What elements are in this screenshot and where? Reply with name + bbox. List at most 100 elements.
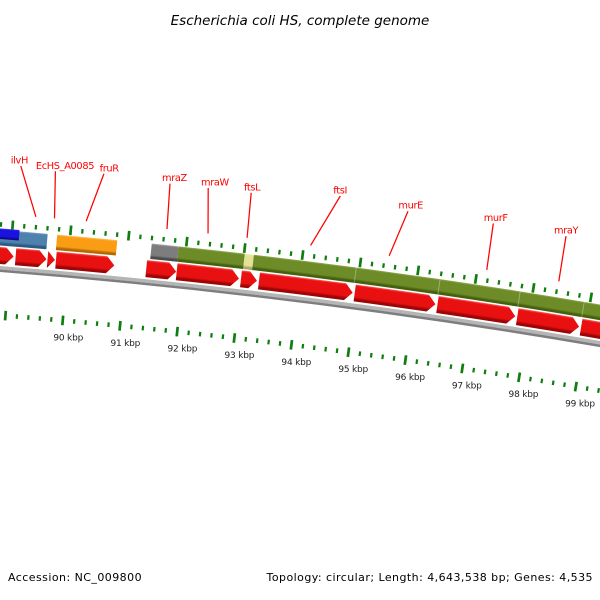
cds-arrow[interactable]: [515, 308, 580, 334]
cds-arrow[interactable]: [353, 284, 436, 312]
ruler-tick-minor: [267, 339, 270, 345]
cds-arrow[interactable]: [55, 251, 115, 274]
gene-label-line: [486, 223, 494, 271]
ruler-tick-major: [531, 282, 536, 293]
gene-label-EcHS_A0085[interactable]: EcHS_A0085: [36, 161, 95, 172]
cds-arrow[interactable]: [175, 263, 239, 287]
ruler-tick-minor: [520, 283, 524, 289]
ruler-tick-minor: [382, 263, 385, 269]
cog-block-murF[interactable]: [437, 279, 521, 307]
ruler-tick-minor: [197, 240, 200, 246]
cog-block-murE[interactable]: [354, 267, 441, 295]
gene-label-line: [166, 183, 171, 230]
gene-label-line: [388, 210, 409, 257]
ruler-tick-minor: [438, 362, 441, 368]
ruler-tick-major: [126, 230, 131, 241]
cds-arrow[interactable]: [257, 272, 353, 301]
ruler-tick-minor: [210, 332, 213, 338]
ruler-tick-minor: [597, 388, 600, 393]
cds-arrow[interactable]: [145, 260, 177, 280]
ruler-tick-minor: [278, 341, 282, 346]
ruler-kbp-label: 99 kbp: [565, 400, 595, 410]
ruler-tick-major: [517, 372, 522, 383]
cog-block-mraW[interactable]: [177, 246, 245, 270]
cog-gene-separator: [437, 279, 441, 295]
ruler-tick-major: [403, 355, 408, 365]
ruler-tick-minor: [563, 382, 566, 388]
ruler-tick-minor: [543, 287, 547, 293]
ruler-tick-major: [416, 265, 421, 276]
ruler-tick-minor: [472, 367, 476, 373]
ruler-tick-minor: [381, 354, 385, 360]
ruler-tick-major: [3, 310, 8, 321]
cog-block-ftsI[interactable]: [252, 254, 357, 283]
ruler-tick-minor: [266, 248, 270, 254]
gene-label-fruR[interactable]: fruR: [100, 163, 120, 174]
cds-arrow[interactable]: [436, 296, 516, 324]
ruler-tick-minor: [255, 338, 259, 344]
cog-block-ftsL[interactable]: [243, 253, 254, 271]
gene-label-ftsI[interactable]: ftsI: [333, 186, 347, 197]
ruler-tick-minor: [392, 355, 396, 361]
ruler-tick-minor: [312, 345, 316, 351]
backbone-band-light: [0, 266, 600, 345]
gene-label-murF[interactable]: murF: [484, 213, 509, 224]
cds-arrow[interactable]: [46, 250, 55, 268]
ruler-tick-minor: [187, 330, 190, 336]
cog-block-mraY[interactable]: [517, 291, 585, 318]
gene-label-ilvH[interactable]: ilvH: [11, 156, 29, 167]
gene-label-mraW[interactable]: mraW: [201, 178, 230, 189]
ruler-tick-minor: [428, 269, 432, 275]
ruler-tick-minor: [335, 257, 339, 262]
gene-label-murE[interactable]: murE: [398, 201, 423, 212]
ruler-tick-minor: [324, 255, 328, 261]
ruler-tick-minor: [426, 360, 430, 366]
cog-block-murD[interactable]: [581, 301, 600, 327]
ruler-tick-major: [289, 339, 294, 350]
ruler-tick-minor: [449, 364, 453, 370]
ruler-kbp-label: 94 kbp: [281, 358, 311, 368]
cds-arrow[interactable]: [579, 318, 600, 344]
cog-block-mraZ[interactable]: [150, 243, 179, 262]
ruler-tick-minor: [415, 359, 419, 365]
gene-label-line: [246, 192, 252, 238]
gene-label-mraY[interactable]: mraY: [554, 226, 579, 237]
ruler-tick-major: [588, 292, 594, 303]
ruler-tick-major: [473, 273, 478, 284]
ruler-kbp-label: 97 kbp: [452, 381, 482, 391]
ruler-tick-major: [300, 250, 305, 260]
gene-label-ftsL[interactable]: ftsL: [244, 182, 262, 193]
ruler-tick-minor: [347, 258, 351, 264]
ruler-tick-minor: [301, 343, 305, 349]
gene-label-mraZ[interactable]: mraZ: [162, 173, 188, 184]
ruler-tick-minor: [585, 386, 589, 391]
ruler-tick-minor: [244, 336, 248, 342]
cog-block-fruR[interactable]: [55, 234, 118, 256]
ruler-tick-minor: [231, 244, 235, 250]
map-title: Escherichia coli HS, complete genome: [170, 13, 430, 29]
ruler-tick-minor: [566, 291, 570, 296]
ruler-tick-minor: [540, 378, 544, 384]
ruler-tick-major: [68, 225, 73, 236]
ruler-kbp-label: 90 kbp: [53, 334, 83, 344]
ruler-tick-minor: [497, 280, 501, 285]
ruler-tick-minor: [324, 346, 328, 352]
ruler-tick-minor: [289, 251, 293, 257]
accession-caption: Accession: NC_009800: [8, 571, 143, 584]
cds-arrow[interactable]: [240, 270, 257, 289]
cds-arrow[interactable]: [14, 248, 47, 268]
ruler-tick-major: [232, 333, 237, 343]
cds-arrow[interactable]: [0, 243, 14, 265]
ruler-tick-minor: [358, 351, 362, 357]
ruler-tick-major: [460, 363, 465, 374]
ruler-tick-minor: [370, 261, 374, 267]
ruler-tick-minor: [508, 281, 512, 287]
ruler-tick-minor: [494, 371, 498, 377]
gene-label-line: [558, 236, 567, 282]
cog-block-overlap[interactable]: [0, 224, 20, 241]
ruler-tick-minor: [439, 271, 443, 277]
ruler-tick-minor: [220, 243, 223, 248]
ruler-kbp-label: 92 kbp: [167, 345, 197, 355]
